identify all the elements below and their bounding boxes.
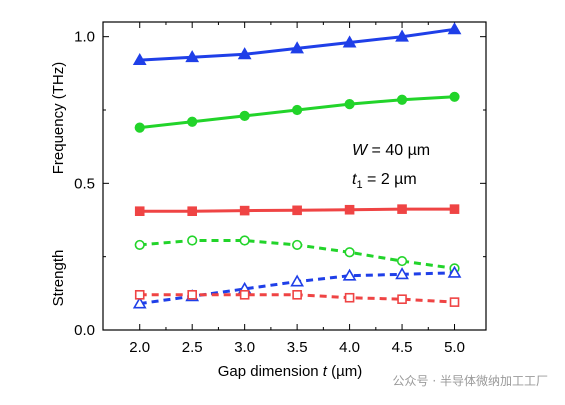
- plot-frame: [102, 21, 487, 331]
- data-point: [397, 294, 407, 305]
- data-point: [239, 110, 250, 121]
- data-point: [342, 35, 357, 48]
- data-point: [239, 235, 250, 246]
- annotation-width: W = 40 µm: [352, 142, 430, 159]
- x-tick-label: 3.5: [287, 339, 308, 356]
- data-point: [132, 53, 147, 66]
- data-point: [396, 94, 408, 105]
- data-point: [395, 29, 409, 42]
- data-point: [344, 99, 355, 110]
- data-point: [447, 265, 462, 278]
- data-point: [447, 22, 462, 35]
- data-point: [344, 204, 355, 215]
- data-point: [134, 122, 145, 133]
- data-point: [134, 239, 145, 251]
- series-0: [132, 22, 462, 66]
- data-point: [397, 204, 407, 214]
- data-point: [132, 296, 147, 309]
- data-point: [239, 205, 250, 216]
- data-point: [290, 41, 305, 54]
- data-point: [395, 267, 409, 280]
- series-1: [134, 91, 460, 133]
- data-point: [187, 206, 197, 216]
- x-tick-labels: 2.0 2.5 3.0 3.5 4.0 4.5 5.0: [129, 339, 465, 356]
- x-tick-label: 2.5: [182, 339, 203, 356]
- data-point: [449, 297, 460, 307]
- data-point: [134, 289, 145, 300]
- series-5: [134, 289, 460, 307]
- y-tick-label: 0.0: [74, 322, 95, 339]
- x-axis-label: Gap dimension t (µm): [218, 363, 363, 380]
- data-point: [449, 204, 460, 214]
- data-point: [342, 268, 357, 281]
- y-tick-label: 0.5: [74, 175, 95, 192]
- data-point: [237, 47, 252, 60]
- watermark: 公众号 · 半导体微纳加工工厂: [393, 374, 548, 388]
- data-point: [187, 289, 197, 300]
- data-point: [292, 205, 302, 216]
- y-tick-label: 1.0: [74, 29, 95, 46]
- x-tick-label: 4.0: [339, 339, 360, 356]
- data-point: [396, 255, 408, 267]
- x-tick-label: 3.0: [234, 339, 255, 356]
- axis-ticks: [103, 22, 486, 331]
- data-point: [449, 91, 460, 102]
- data-point: [292, 104, 303, 116]
- series-2: [134, 204, 460, 216]
- series-3: [134, 235, 460, 274]
- series-4: [132, 265, 462, 309]
- y-tick-labels: 0.0 0.5 1.0: [74, 29, 95, 339]
- data-point: [134, 206, 145, 216]
- data-point: [187, 235, 198, 246]
- data-point: [290, 274, 305, 287]
- data-point: [292, 289, 302, 300]
- annotation-gap: t1 = 2 µm: [352, 171, 417, 191]
- x-tick-label: 5.0: [444, 339, 465, 356]
- y-axis-label-strength: Strength: [50, 250, 67, 307]
- data-point: [185, 50, 200, 63]
- data-point: [239, 289, 250, 300]
- y-axis-label-frequency: Frequency (THz): [50, 62, 67, 175]
- series-layer: [132, 22, 462, 309]
- data-point: [344, 247, 355, 258]
- data-point: [344, 292, 355, 303]
- x-tick-label: 4.5: [392, 339, 413, 356]
- x-tick-label: 2.0: [129, 339, 150, 356]
- data-point: [292, 239, 303, 251]
- data-point: [187, 116, 198, 127]
